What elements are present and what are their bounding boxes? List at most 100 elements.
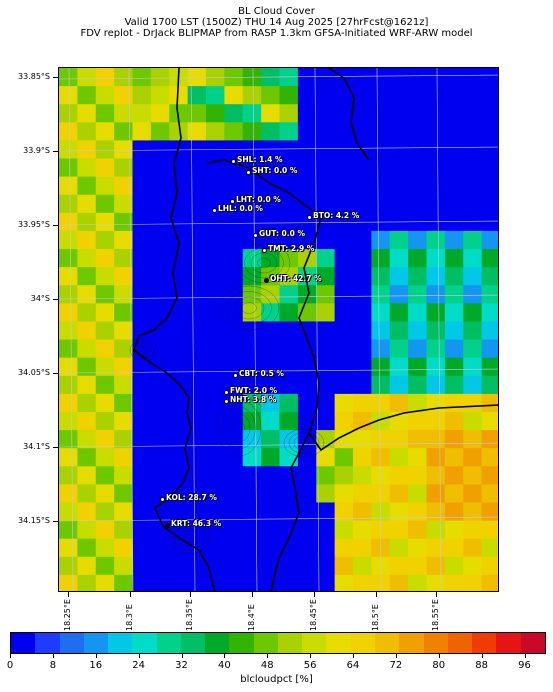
terrain-contour (233, 296, 265, 320)
grid-cell (150, 484, 170, 503)
grid-cell (371, 502, 391, 522)
colorbar-tick (481, 654, 483, 658)
grid-cell (334, 466, 354, 485)
grid-cell (316, 411, 336, 431)
colorbar-swatch (11, 633, 36, 653)
colorbar-tick (310, 654, 312, 658)
grid-cell (316, 122, 336, 141)
colorbar-swatch (447, 633, 473, 653)
grid-cell (242, 194, 262, 214)
grid-cell (334, 339, 354, 359)
grid-cell (316, 194, 336, 214)
grid-cell (206, 375, 225, 395)
grid-cell (426, 104, 446, 123)
grid-cell (481, 176, 498, 196)
grid-cell (150, 556, 170, 576)
grid-cell (187, 321, 207, 341)
station-marker[interactable] (245, 169, 251, 175)
grid-cell (187, 194, 207, 214)
grid-cell (426, 68, 446, 87)
colorbar-swatch (350, 633, 375, 653)
longitude-tick (190, 592, 191, 597)
grid-cell (187, 448, 207, 467)
grid-cell (95, 212, 115, 232)
grid-cell (59, 158, 78, 178)
grid-cell (114, 393, 134, 413)
grid-cell (150, 122, 170, 141)
grid-cell (95, 448, 115, 467)
grid-cell (132, 520, 152, 540)
station-marker[interactable] (263, 277, 269, 283)
grid-cell (150, 538, 170, 558)
grid-cell (242, 375, 262, 395)
station-marker[interactable] (230, 158, 236, 164)
grid-cell (408, 212, 428, 232)
grid-cell (297, 176, 317, 196)
station-marker[interactable] (252, 232, 258, 238)
grid-cell (242, 176, 262, 196)
grid-cell (334, 230, 354, 250)
terrain-contour (226, 291, 272, 325)
grid-cell (463, 556, 483, 576)
grid-cell (444, 375, 464, 395)
grid-cell (242, 411, 262, 431)
colorbar-label: blcloudpct [%] (240, 674, 313, 685)
grid-cell (316, 140, 336, 160)
grid-cell (206, 285, 225, 304)
grid-cell (297, 411, 317, 431)
station-marker[interactable] (223, 389, 229, 395)
station-marker[interactable] (159, 496, 165, 502)
grid-cell (444, 230, 464, 250)
grid-cell (242, 249, 262, 268)
station-marker[interactable] (229, 198, 235, 204)
station-marker[interactable] (164, 522, 170, 528)
grid-cell (371, 411, 391, 431)
grid-cell (334, 448, 354, 467)
grid-cell (371, 321, 391, 341)
grid-cell (316, 104, 336, 123)
grid-cell (150, 393, 170, 413)
grid-cell (150, 321, 170, 341)
grid-cell (463, 357, 483, 377)
colorbar-tick (10, 654, 11, 658)
station-marker[interactable] (261, 247, 267, 253)
grid-cell (95, 538, 115, 558)
longitude-label: 18.5°E (371, 604, 380, 631)
grid-cell (132, 176, 152, 196)
station-marker[interactable] (211, 207, 217, 213)
grid-cell (242, 520, 262, 540)
grid-cell (371, 520, 391, 540)
station-marker[interactable] (223, 398, 229, 404)
coastline-north (328, 68, 370, 161)
grid-cell (316, 430, 336, 449)
station-marker[interactable] (306, 214, 312, 220)
grid-cell (408, 393, 428, 413)
station-marker[interactable] (232, 372, 238, 378)
grid-cell (297, 158, 317, 178)
grid-cell (463, 466, 483, 485)
latitude-tick (53, 77, 58, 78)
longitude-label: 18.55°E (431, 599, 440, 631)
grid-cell (224, 212, 244, 232)
grid-cell (426, 194, 446, 214)
grid-cell (224, 520, 244, 540)
longitude-label: 18.25°E (63, 599, 72, 631)
grid-cell (334, 158, 354, 178)
grid-cell (132, 484, 152, 503)
grid-cell (150, 285, 170, 304)
colorbar-tick-label: 48 (260, 660, 274, 671)
colorbar-tick-label: 56 (303, 660, 317, 671)
latitude-label: 33.85°S (18, 72, 50, 81)
grid-cell (463, 375, 483, 395)
grid-cell (481, 556, 498, 576)
grid-cell (114, 484, 134, 503)
cloud-cover-map (59, 68, 498, 591)
grid-cell (371, 249, 391, 268)
grid-cell (224, 86, 244, 105)
grid-cell (77, 68, 97, 87)
grid-cell (444, 176, 464, 196)
grid-cell (150, 448, 170, 467)
grid-cell (187, 267, 207, 286)
latitude-gridline (59, 220, 498, 226)
grid-cell (95, 285, 115, 304)
